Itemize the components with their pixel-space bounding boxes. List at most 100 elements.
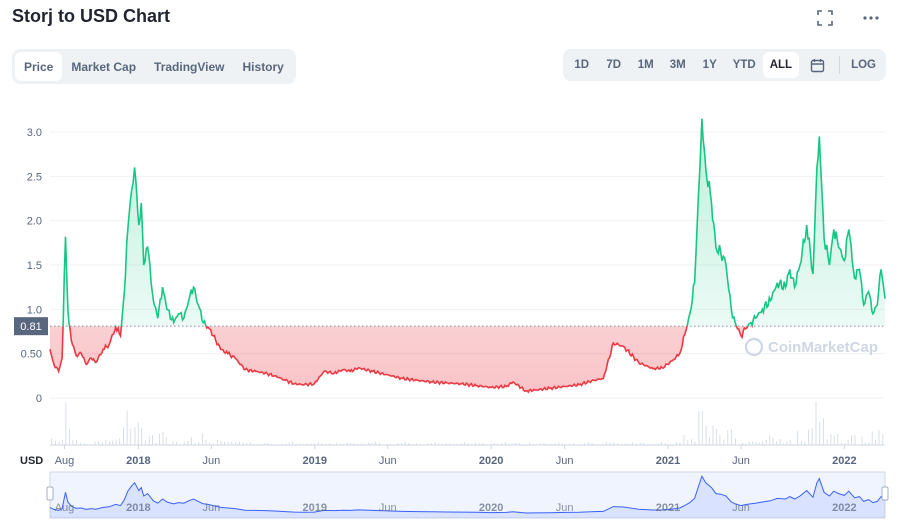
volume-bar (350, 443, 351, 445)
volume-bar (80, 442, 81, 445)
volume-bar (299, 443, 301, 445)
volume-bar (281, 443, 283, 445)
volume-bar (285, 443, 287, 445)
volume-bar (830, 434, 832, 445)
volume-bar (808, 429, 809, 445)
range-1y[interactable]: 1Y (702, 59, 717, 71)
volume-bar (587, 441, 589, 445)
volume-bar (91, 444, 92, 445)
volume-bar (748, 441, 750, 445)
watermark-text: CoinMarketCap (768, 339, 878, 356)
volume-bar (172, 441, 174, 445)
range-1d[interactable]: 1D (574, 59, 590, 71)
volume-bar (569, 443, 571, 445)
navigator-handle-left[interactable] (46, 486, 54, 501)
volume-bar (263, 442, 265, 445)
volume-bar (464, 442, 465, 445)
volume-bar (76, 440, 77, 445)
volume-bar (602, 443, 603, 445)
volume-bar (336, 442, 338, 445)
volume-bar (191, 437, 192, 445)
navigator-window[interactable] (49, 471, 886, 519)
volume-bar (231, 441, 233, 445)
volume-bar (647, 444, 648, 445)
volume-bar (745, 443, 747, 445)
volume-bar (540, 443, 541, 445)
volume-bar (83, 443, 85, 445)
volume-bar (609, 442, 611, 445)
volume-bar (878, 430, 880, 445)
more-horizontal-icon[interactable] (862, 10, 880, 28)
volume-bar (811, 428, 813, 445)
volume-bar (288, 442, 290, 445)
volume-bar (731, 428, 733, 445)
y-axis: 0 0.50 1.0 1.5 2.0 2.5 3.0 (21, 127, 42, 405)
tab-market-cap[interactable]: Market Cap (71, 59, 137, 74)
volume-bar (871, 431, 873, 445)
volume-bar (508, 443, 510, 445)
volume-bar (109, 441, 110, 445)
volume-bar (397, 443, 399, 445)
volume-bar (453, 443, 454, 445)
x-tick-label: Aug (55, 455, 75, 467)
volume-bar (271, 444, 272, 445)
navigator-tick-label: 2020 (479, 502, 503, 514)
volume-bar (769, 435, 771, 445)
volume-bar (804, 442, 806, 445)
volume-bar (779, 439, 781, 445)
volume-bar (257, 444, 258, 445)
volume-bar (314, 443, 316, 445)
price-line-up (62, 118, 886, 327)
volume-bar (162, 432, 164, 445)
volume-bar (260, 444, 262, 445)
volume-bar (694, 441, 696, 445)
range-3m[interactable]: 3M (669, 59, 686, 71)
volume-bar (360, 443, 362, 445)
volume-bar (657, 443, 659, 445)
volume-bar (554, 443, 556, 445)
volume-bar (882, 434, 884, 445)
y-tick-label: 1.0 (27, 304, 42, 316)
volume-bar (346, 443, 348, 445)
volume-bar (595, 444, 597, 445)
volume-bar (456, 443, 458, 445)
volume-bar (187, 441, 189, 445)
volume-bar (482, 443, 484, 445)
range-1m[interactable]: 1M (637, 59, 654, 71)
range-navigator[interactable]: Aug 2018 Jun 2019 Jun 2020 Jun 2021 Jun 2022 (46, 471, 889, 519)
volume-bar (822, 418, 824, 445)
volume-bar (202, 433, 203, 445)
tab-history[interactable]: History (242, 59, 284, 74)
volume-bar (246, 443, 248, 445)
volume-bar (441, 443, 443, 445)
volume-bar (765, 439, 767, 445)
volume-bar (672, 444, 674, 445)
log-toggle[interactable]: LOG (851, 59, 876, 71)
range-ytd[interactable]: YTD (732, 59, 756, 71)
volume-bar (62, 439, 63, 445)
range-7d[interactable]: 7D (606, 59, 622, 71)
calendar-icon[interactable] (799, 52, 835, 78)
volume-bar (727, 430, 729, 445)
more-horizontal-icon-graphic (863, 16, 879, 20)
navigator-tick-label: Jun (732, 502, 750, 514)
volume-bar (497, 443, 499, 445)
volume-bar (115, 439, 117, 445)
tab-tradingview[interactable]: TradingView (154, 59, 225, 74)
tab-price[interactable]: Price (15, 52, 63, 81)
volume-bar (875, 439, 876, 445)
volume-bar (772, 438, 774, 445)
volume-bar (148, 436, 150, 445)
volume-bar (676, 442, 677, 445)
volume-bar (460, 443, 462, 445)
volume-bar (522, 444, 524, 445)
range-all[interactable]: ALL (762, 52, 800, 78)
x-tick-label: 2022 (832, 455, 856, 467)
volume-bar (550, 444, 552, 445)
volume-bar (325, 443, 327, 445)
volume-bar (755, 442, 757, 445)
navigator-tick-label: 2019 (303, 502, 327, 514)
volume-bar (51, 438, 53, 445)
expand-icon[interactable] (816, 10, 834, 28)
navigator-handle-right[interactable] (881, 486, 889, 501)
